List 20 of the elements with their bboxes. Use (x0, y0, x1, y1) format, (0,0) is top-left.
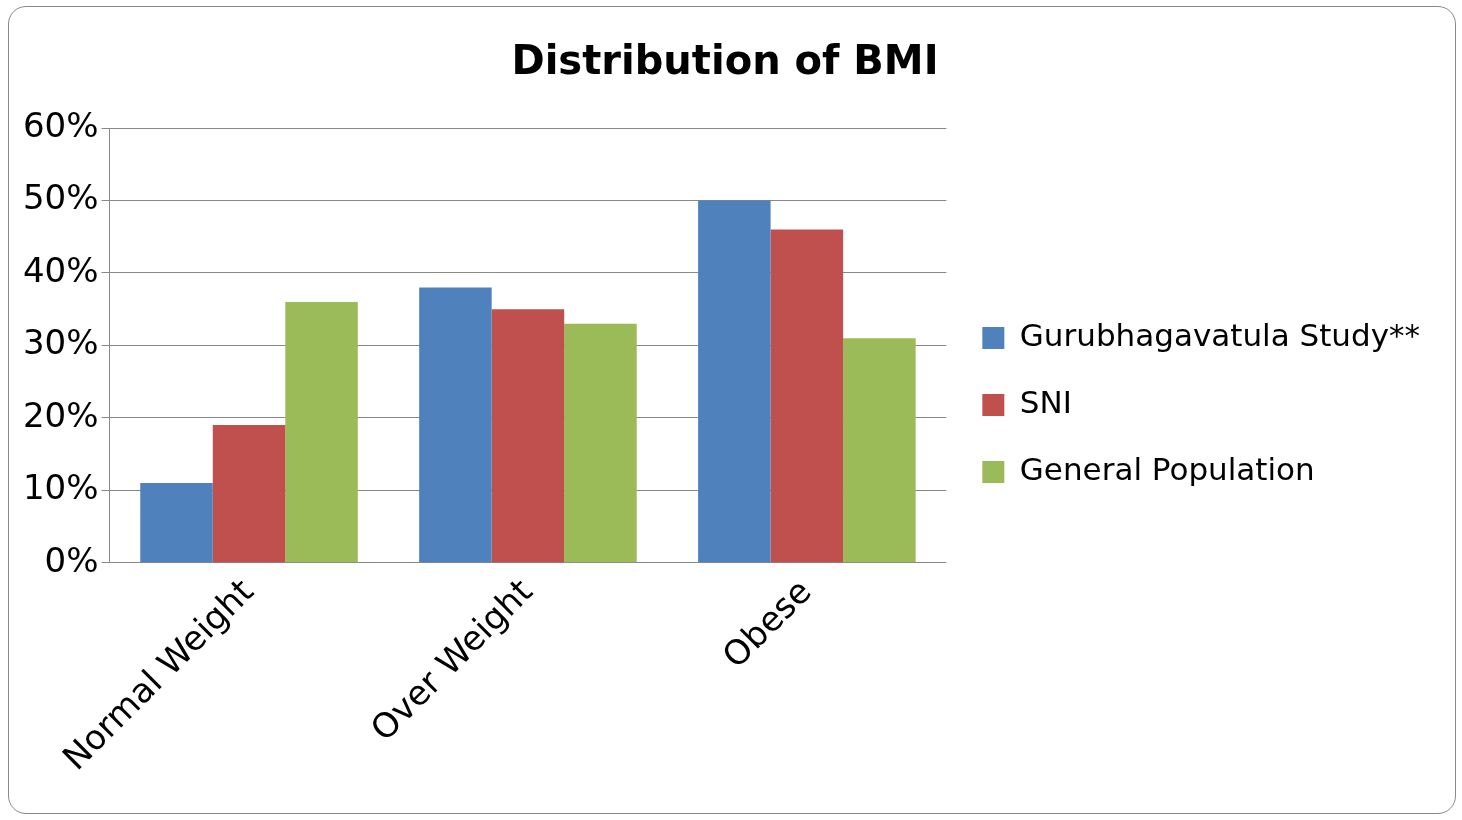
bar (285, 301, 358, 563)
y-tick-label: 60% (22, 104, 99, 145)
y-tick-label: 40% (22, 249, 99, 290)
bar (698, 200, 771, 563)
bar (491, 309, 565, 563)
bar (212, 425, 286, 563)
bar (140, 483, 213, 563)
y-tick-label: 30% (22, 322, 99, 363)
chart-title: Distribution of BMI (511, 37, 939, 84)
bar (843, 338, 916, 563)
y-tick-label: 10% (22, 467, 99, 508)
y-tick-label: 0% (44, 539, 99, 580)
bar (419, 287, 492, 563)
legend-label: General Population (1019, 451, 1315, 488)
legend-label: Gurubhagavatula Study** (1019, 317, 1420, 354)
legend-label: SNI (1019, 384, 1072, 421)
y-tick-label: 50% (22, 177, 99, 218)
y-tick-label: 20% (22, 394, 99, 435)
bar (770, 229, 844, 563)
bar (564, 323, 637, 563)
